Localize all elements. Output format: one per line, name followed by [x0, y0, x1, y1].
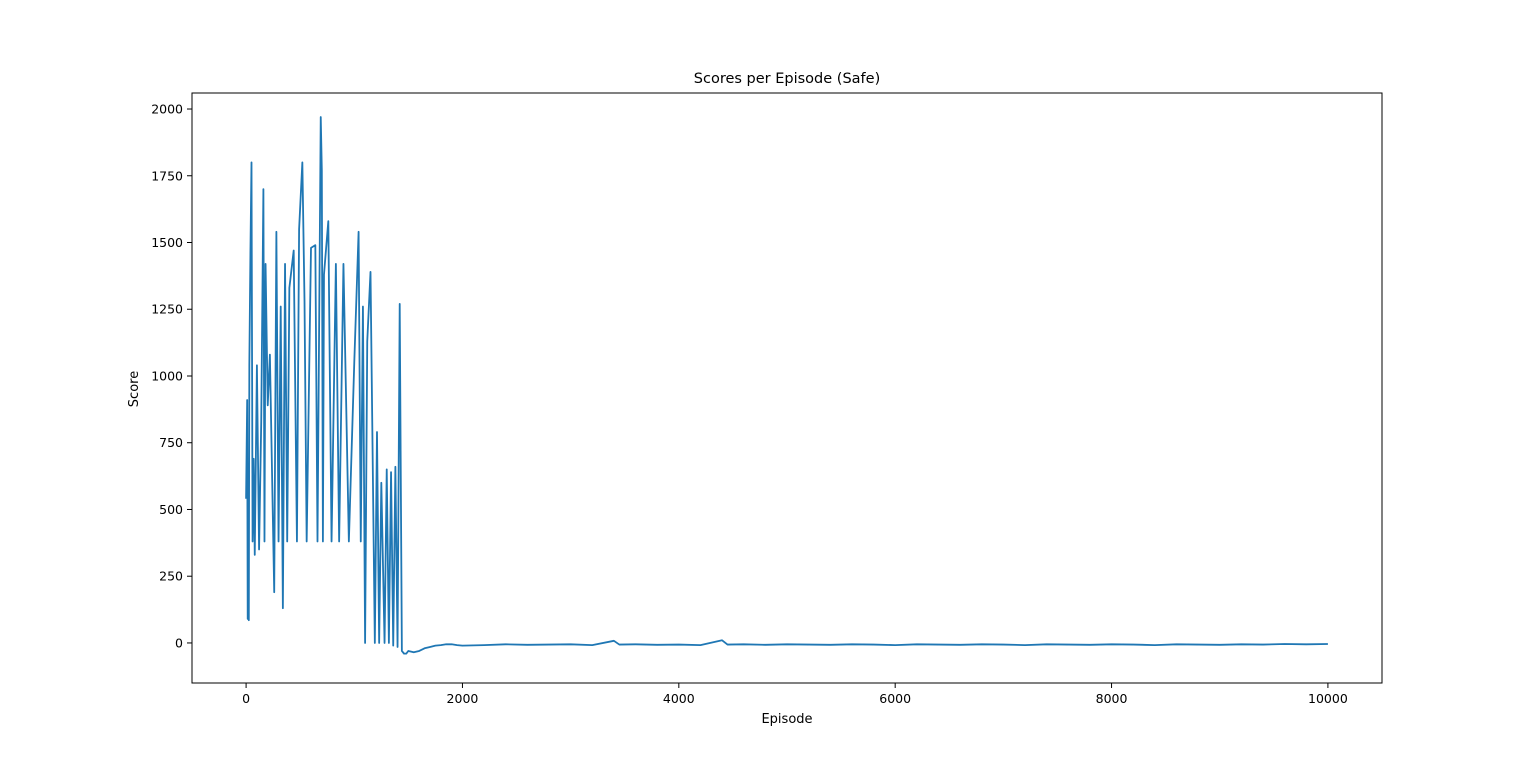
y-tick-label: 2000	[151, 102, 183, 117]
y-tick-label: 1250	[151, 302, 183, 317]
chart-title: Scores per Episode (Safe)	[694, 71, 880, 87]
series-line-0	[245, 116, 1328, 655]
y-tick-label: 500	[159, 502, 183, 517]
y-tick-label: 1000	[151, 368, 183, 383]
y-tick-label: 750	[159, 435, 183, 450]
x-tick-label: 6000	[879, 691, 911, 706]
y-axis-ticks: 0 250 500 750 1000 1250 1500 1750 2000	[151, 102, 192, 650]
y-tick-label: 0	[175, 635, 183, 650]
y-tick-label: 1750	[151, 168, 183, 183]
y-tick-label: 1500	[151, 235, 183, 250]
x-tick-label: 2000	[447, 691, 479, 706]
plot-content	[245, 116, 1328, 655]
x-tick-label: 8000	[1096, 691, 1128, 706]
plot-frame	[191, 92, 1383, 684]
x-tick-label: 0	[242, 691, 250, 706]
x-axis-label: Episode	[761, 712, 812, 727]
x-tick-label: 10000	[1308, 691, 1348, 706]
x-axis-ticks: 0 2000 4000 6000 8000 10000	[242, 683, 1348, 706]
y-tick-label: 250	[159, 569, 183, 584]
y-axis-label: Score	[127, 371, 142, 407]
x-tick-label: 4000	[663, 691, 695, 706]
